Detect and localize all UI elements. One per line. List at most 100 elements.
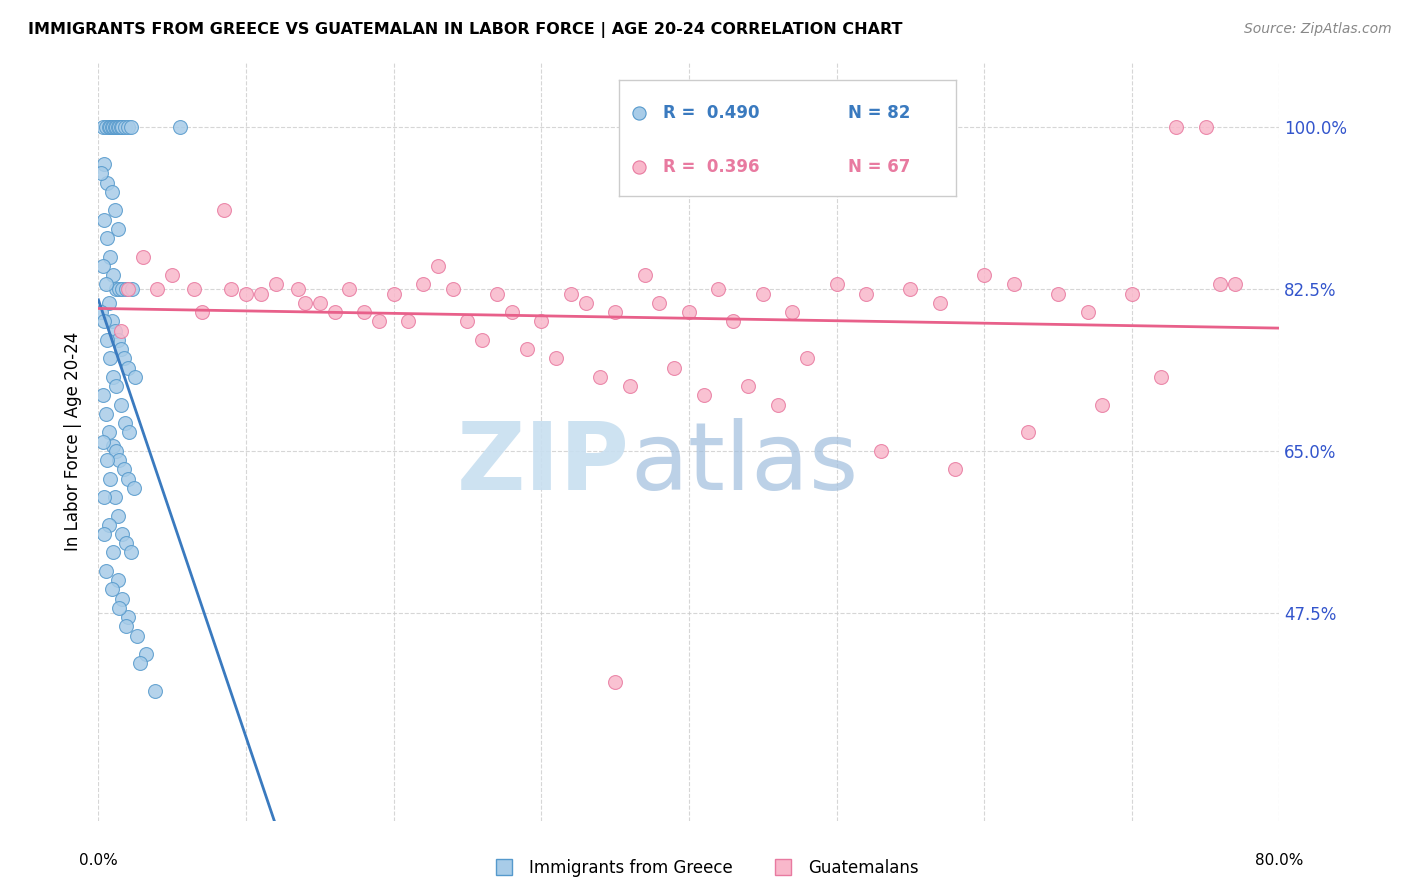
Point xyxy=(97,120,120,135)
Point xyxy=(117,282,139,296)
Point xyxy=(1091,398,1114,412)
Point xyxy=(339,282,361,296)
Point xyxy=(91,259,114,273)
Point xyxy=(546,351,568,366)
Point xyxy=(98,250,121,264)
Point xyxy=(93,157,115,171)
Point xyxy=(132,250,155,264)
Point xyxy=(103,268,125,282)
Point xyxy=(221,282,243,296)
Point xyxy=(96,333,118,347)
Point xyxy=(678,305,700,319)
Point xyxy=(121,282,143,296)
Point xyxy=(398,314,420,328)
Point xyxy=(782,305,804,319)
Point xyxy=(118,425,141,440)
Point xyxy=(1077,305,1099,319)
Point xyxy=(693,388,716,402)
Point xyxy=(110,120,132,135)
Text: 80.0%: 80.0% xyxy=(1256,853,1303,868)
Point xyxy=(105,379,128,393)
Point xyxy=(100,120,122,135)
Point xyxy=(486,286,509,301)
Point xyxy=(135,647,157,661)
Point xyxy=(112,462,135,476)
Point xyxy=(108,120,131,135)
Point xyxy=(353,305,375,319)
Text: atlas: atlas xyxy=(630,418,858,510)
Point xyxy=(98,471,121,485)
Point xyxy=(825,277,848,292)
Point xyxy=(97,517,120,532)
Point xyxy=(94,277,117,292)
Point xyxy=(103,545,125,559)
Point xyxy=(737,379,759,393)
Point xyxy=(114,416,136,430)
Point xyxy=(120,120,142,135)
Point xyxy=(108,453,131,467)
Point xyxy=(105,443,128,458)
Point xyxy=(427,259,450,273)
Point xyxy=(264,277,287,292)
Point xyxy=(1225,277,1247,292)
Point xyxy=(560,286,582,301)
Y-axis label: In Labor Force | Age 20-24: In Labor Force | Age 20-24 xyxy=(65,332,83,551)
Point xyxy=(93,212,115,227)
Point xyxy=(103,120,125,135)
Point xyxy=(664,360,686,375)
Point xyxy=(183,282,205,296)
Point xyxy=(1018,425,1040,440)
Point xyxy=(146,282,169,296)
Point xyxy=(1150,369,1173,384)
Point xyxy=(382,286,405,301)
Point xyxy=(110,342,132,356)
Point xyxy=(212,203,235,218)
Point xyxy=(973,268,995,282)
Point xyxy=(98,120,121,135)
Legend: Immigrants from Greece, Guatemalans: Immigrants from Greece, Guatemalans xyxy=(481,853,925,884)
Point xyxy=(929,296,952,310)
Text: R =  0.396: R = 0.396 xyxy=(662,158,759,177)
Point xyxy=(94,120,117,135)
Point xyxy=(107,222,129,236)
Point xyxy=(124,369,146,384)
Point xyxy=(115,619,138,633)
Point xyxy=(104,490,127,504)
Point xyxy=(120,545,142,559)
Point xyxy=(104,203,127,218)
Point xyxy=(107,573,129,587)
Point xyxy=(117,120,139,135)
Point xyxy=(412,277,434,292)
Point xyxy=(191,305,214,319)
Text: R =  0.490: R = 0.490 xyxy=(662,103,759,121)
Point xyxy=(752,286,775,301)
Point xyxy=(1002,277,1025,292)
Text: 0.0%: 0.0% xyxy=(79,853,118,868)
Point xyxy=(108,601,131,615)
Point xyxy=(471,333,494,347)
Text: Source: ZipAtlas.com: Source: ZipAtlas.com xyxy=(1244,22,1392,37)
Point xyxy=(589,369,612,384)
Point xyxy=(90,166,112,180)
Point xyxy=(114,120,136,135)
Point xyxy=(707,282,730,296)
Point xyxy=(107,508,129,523)
Point xyxy=(112,351,135,366)
Point xyxy=(117,471,139,485)
Point xyxy=(100,582,122,597)
Point xyxy=(169,120,191,135)
Point xyxy=(91,388,114,402)
Point xyxy=(100,185,122,199)
Point xyxy=(91,434,114,449)
Point xyxy=(619,379,641,393)
Point xyxy=(104,324,127,338)
Point xyxy=(111,120,134,135)
Point xyxy=(96,176,118,190)
Point xyxy=(1195,120,1218,135)
Point xyxy=(143,684,166,698)
Point xyxy=(1166,120,1188,135)
Point xyxy=(93,490,115,504)
Point xyxy=(605,305,627,319)
Point xyxy=(235,286,257,301)
Point xyxy=(96,231,118,245)
